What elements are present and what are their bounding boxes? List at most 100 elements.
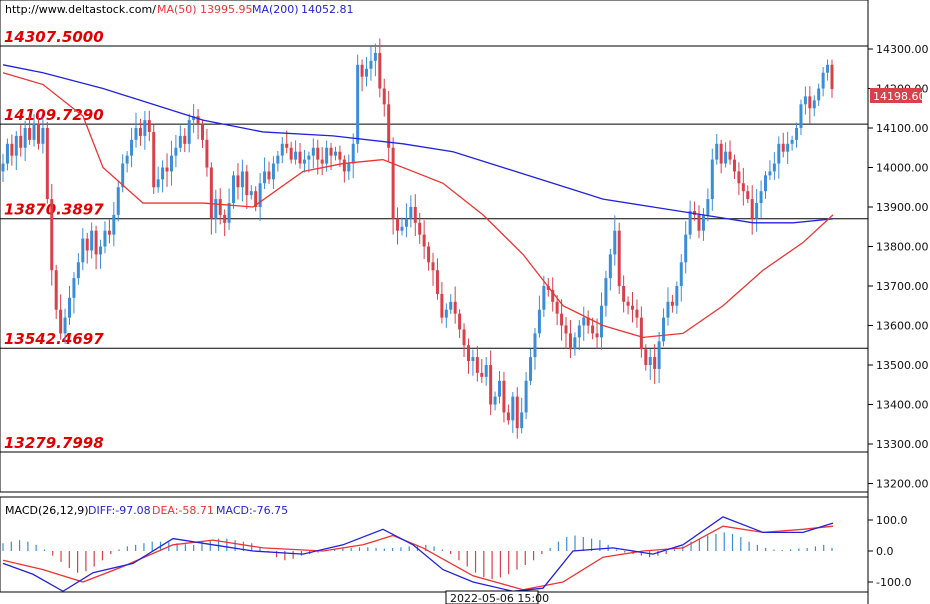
y-tick-label: 13800.00 [876, 241, 929, 254]
level-label: 13279.7998 [4, 434, 104, 452]
candle-body [329, 147, 333, 156]
candle-body [254, 191, 258, 207]
candle-body [59, 309, 63, 334]
candle-body [298, 151, 302, 164]
candle-body [187, 120, 191, 144]
macd-value: MACD:-76.75 [216, 504, 288, 517]
candle-body [551, 289, 555, 302]
candle-body [365, 68, 369, 77]
candle-body [316, 147, 320, 160]
candle-body [156, 179, 160, 188]
candle-body [94, 230, 98, 255]
candle-body [161, 167, 165, 180]
candle-body [23, 128, 27, 148]
y-tick-label: 13500.00 [876, 359, 929, 372]
candle-body [276, 155, 280, 164]
candle-body [90, 230, 94, 251]
candle-body [152, 131, 156, 188]
candle-body [719, 143, 723, 164]
candle-body [764, 175, 768, 192]
candle-body [50, 199, 54, 271]
candle-body [750, 199, 754, 219]
candle-body [19, 135, 23, 148]
candle-body [799, 104, 803, 128]
macd-tick-label: 100.0 [876, 514, 908, 527]
candle-body [232, 175, 236, 204]
candle-body [617, 230, 621, 286]
candle-body [786, 143, 790, 152]
candle-body [263, 171, 267, 184]
candle-body [271, 163, 275, 180]
candle-body [706, 199, 710, 215]
price-tag: 14198.60 [873, 90, 926, 103]
candle-body [498, 380, 502, 397]
candle-body [36, 124, 40, 144]
candle-body [218, 199, 222, 215]
candle-body [427, 246, 431, 263]
candle-body [537, 309, 541, 334]
candle-body [302, 159, 306, 164]
candle-body [41, 128, 45, 144]
candle-body [431, 262, 435, 271]
candle-body [103, 230, 107, 247]
candle-body [360, 64, 364, 77]
candle-body [462, 329, 466, 346]
candle-body [484, 365, 488, 377]
candle-body [631, 305, 635, 310]
source-url: http://www.deltastock.com/ [5, 3, 156, 16]
macd-dea: DEA:-58.71 [152, 504, 214, 517]
candle-body [489, 365, 493, 405]
candle-body [333, 151, 337, 156]
candle-body [320, 159, 324, 164]
candle-body [480, 372, 484, 377]
candle-body [812, 100, 816, 109]
candle-body [289, 147, 293, 160]
candle-body [506, 412, 510, 421]
time-label: 2022-05-06 15:00 [450, 592, 549, 604]
price-tag-bg [870, 88, 922, 103]
candle-body [444, 309, 448, 318]
candle-body [351, 143, 355, 164]
candle-body [701, 214, 705, 231]
candle-body [573, 337, 577, 350]
candle-body [817, 88, 821, 101]
candle-body [10, 143, 14, 156]
candle-body [240, 171, 244, 188]
candle-body [670, 301, 674, 306]
time-label-bg [445, 590, 539, 604]
candle-body [347, 163, 351, 172]
candle-body [768, 171, 772, 176]
candle-body [356, 64, 360, 144]
candle-body [196, 116, 200, 125]
level-label: 13870.3897 [4, 201, 104, 219]
candle-body [245, 171, 249, 196]
candle-body [311, 147, 315, 156]
candle-body [307, 155, 311, 160]
candle-body [502, 380, 506, 413]
candle-body [746, 191, 750, 200]
candle-body [413, 207, 417, 223]
candle-body [280, 143, 284, 156]
candle-body [728, 151, 732, 160]
macd-label: MACD(26,12,9) [5, 504, 89, 517]
candle-body [568, 333, 572, 350]
candle-body [639, 317, 643, 350]
candle-body [511, 396, 515, 421]
candle-body [466, 345, 470, 362]
candle-body [54, 270, 58, 310]
candle-body [546, 286, 550, 290]
candle-body [404, 218, 408, 227]
candle-body [338, 151, 342, 160]
candle-body [236, 175, 240, 188]
candle-body [453, 301, 457, 314]
candle-body [595, 333, 599, 338]
candle-body [644, 349, 648, 365]
candle-body [72, 278, 76, 298]
macd-tick-label: -100.0 [876, 576, 911, 589]
candle-body [679, 262, 683, 286]
candle-body [635, 309, 639, 318]
candle-body [112, 214, 116, 235]
candle-body [772, 163, 776, 172]
candle-body [130, 139, 134, 156]
candle-body [143, 120, 147, 136]
